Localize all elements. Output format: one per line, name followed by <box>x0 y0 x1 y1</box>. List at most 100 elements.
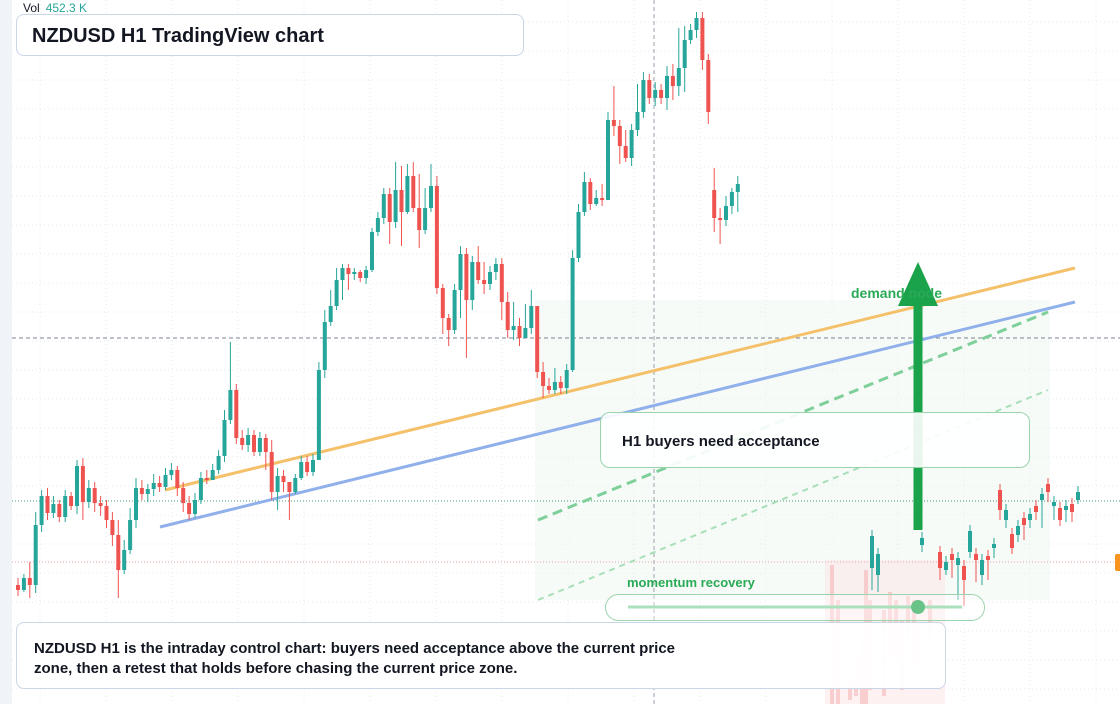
candle-bull <box>151 483 156 489</box>
candle-bear <box>706 60 711 112</box>
candle-bear <box>588 182 593 204</box>
candle-bear <box>417 208 422 230</box>
candle-bear <box>240 438 245 445</box>
price-marker <box>1115 554 1120 571</box>
candle-bull <box>735 184 740 192</box>
candle-bull <box>63 496 68 517</box>
candle-bull <box>246 435 251 445</box>
candle-bull <box>968 531 972 552</box>
faded-candle <box>906 596 910 640</box>
candle-bear <box>269 452 274 492</box>
candle-bear <box>1046 484 1050 492</box>
candle-bull <box>299 462 304 478</box>
candle-bull <box>375 218 380 232</box>
candle-bull <box>334 280 339 306</box>
candle-bear <box>346 268 351 274</box>
volume-legend: Vol 452.3 K <box>23 1 87 15</box>
candle-bear <box>110 520 115 535</box>
candle-bull <box>493 264 498 272</box>
candle-bear <box>998 490 1002 510</box>
candle-bull <box>381 194 386 218</box>
candle-bull <box>570 258 575 370</box>
candle-bull <box>145 489 150 494</box>
candle-bull <box>216 456 221 470</box>
candle-bear <box>617 126 622 146</box>
candle-bull <box>257 438 262 452</box>
note-panel: NZDUSD H1 is the intraday control chart:… <box>16 622 946 689</box>
candle-bull <box>33 525 38 585</box>
candle-bull <box>1052 502 1056 506</box>
candle-bull <box>316 370 321 460</box>
candle-bull <box>328 306 333 322</box>
candle-bull <box>876 554 880 575</box>
candle-bull <box>393 190 398 222</box>
candle-bear <box>476 262 481 280</box>
momentum-pill <box>605 594 985 621</box>
candle-bear <box>305 462 310 472</box>
candle-bull <box>193 500 197 514</box>
candle-bear <box>1070 504 1074 512</box>
candle-bull <box>458 254 463 290</box>
candle-bull <box>944 562 948 570</box>
candle-bull <box>564 370 569 388</box>
candle-bull <box>293 478 298 492</box>
momentum-label: momentum recovery <box>627 575 755 590</box>
candle-bull <box>423 208 428 230</box>
candle-bear <box>647 80 652 98</box>
faded-candle <box>848 680 852 700</box>
candle-bear <box>116 535 121 570</box>
candle-bull <box>724 206 728 220</box>
candle-bull <box>529 306 534 328</box>
note-text: NZDUSD H1 is the intraday control chart:… <box>34 640 676 677</box>
candle-bear <box>358 272 363 278</box>
candle-bull <box>470 262 475 300</box>
candle-bear <box>986 556 990 560</box>
candle-bear <box>670 76 675 86</box>
candle-bull <box>694 18 699 30</box>
candle-bear <box>700 18 705 60</box>
candle-bear <box>16 585 20 590</box>
candle-bear <box>252 435 256 452</box>
candle-bull <box>340 268 345 280</box>
candle-bear <box>1022 518 1026 525</box>
candle-bear <box>27 578 32 585</box>
candle-bull <box>122 550 127 570</box>
candle-bear <box>950 554 954 560</box>
candle-bear <box>187 503 192 514</box>
candle-bear <box>411 176 416 208</box>
momentum-dot <box>911 600 925 614</box>
candle-bear <box>505 302 510 330</box>
candle-bull <box>86 488 91 502</box>
candle-bear <box>1034 506 1038 512</box>
candle-bull <box>1040 494 1044 500</box>
candle-bear <box>659 90 664 98</box>
candle-bull <box>523 328 528 338</box>
candle-bull <box>311 460 315 472</box>
candle-bull <box>635 112 640 130</box>
candle-bear <box>139 488 144 494</box>
candle-bull <box>1016 526 1020 535</box>
candle-bear <box>464 254 469 300</box>
candle-bull <box>1076 492 1080 500</box>
candle-bear <box>204 478 209 480</box>
candle-bear <box>482 280 487 284</box>
candle-bear <box>181 488 186 503</box>
candle-bull <box>956 558 960 565</box>
candle-bear <box>69 496 74 506</box>
candle-bull <box>552 382 557 390</box>
candle-bull <box>322 322 327 370</box>
callout-text: H1 buyers need acceptance <box>622 433 820 450</box>
candle-bear <box>45 496 50 513</box>
candle-bear <box>712 190 717 218</box>
candle-bear <box>263 438 268 452</box>
candle-bear <box>157 483 162 487</box>
candle-bear <box>387 194 392 222</box>
candle-bear <box>92 488 97 503</box>
candle-bear <box>600 198 605 200</box>
candle-bull <box>275 476 280 492</box>
title-panel: NZDUSD H1 TradingView chart <box>16 14 524 56</box>
candle-bull <box>653 90 658 98</box>
candle-bear <box>623 146 628 158</box>
candle-bull <box>163 475 168 487</box>
